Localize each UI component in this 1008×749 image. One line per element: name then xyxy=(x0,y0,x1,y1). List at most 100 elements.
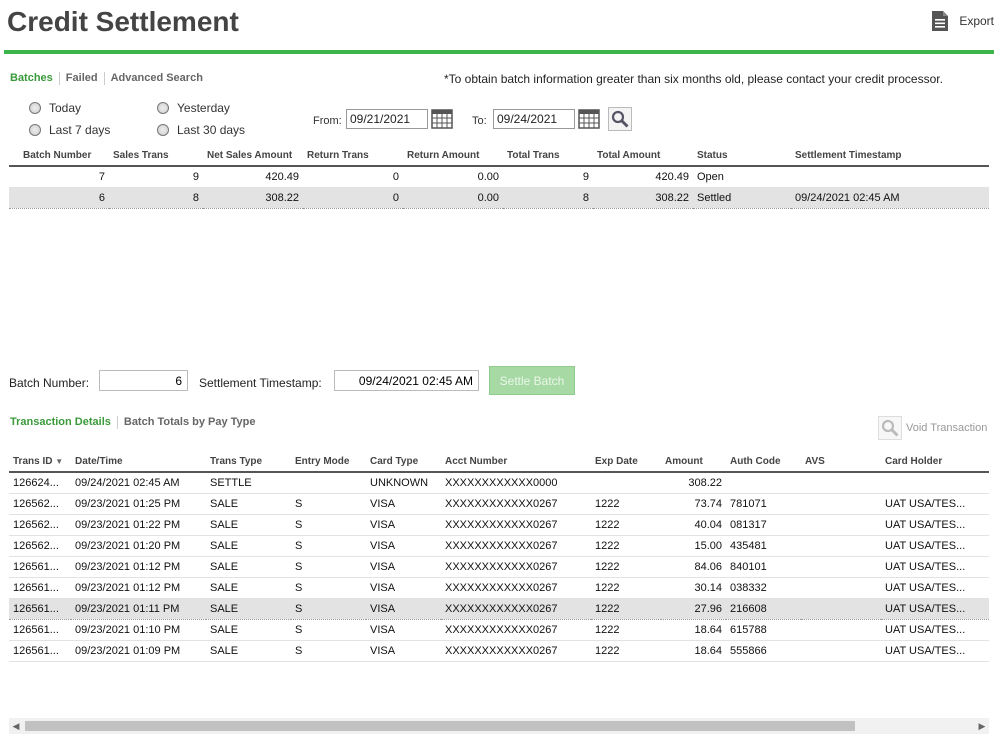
radio-today[interactable]: Today xyxy=(29,101,81,115)
cell-date-time: 09/23/2021 01:11 PM xyxy=(71,598,206,620)
cell: 308.22 xyxy=(593,187,693,209)
to-date-input[interactable] xyxy=(493,109,575,129)
cell-trans-id: 126561... xyxy=(9,556,71,578)
col-trans-id[interactable]: Trans ID ▼ xyxy=(9,452,71,473)
cell-date-time: 09/23/2021 01:10 PM xyxy=(71,619,206,641)
cell-date-time: 09/23/2021 01:22 PM xyxy=(71,514,206,536)
search-icon xyxy=(611,110,629,128)
cell-exp-date: 1222 xyxy=(591,619,661,641)
cell-trans-type: SALE xyxy=(206,619,291,641)
table-row[interactable]: 6 8 308.22 0 0.00 8 308.22 Settled 09/24… xyxy=(9,187,989,209)
col-trans-type[interactable]: Trans Type xyxy=(206,452,291,473)
cell: Open xyxy=(693,166,791,188)
cell-trans-id: 126562... xyxy=(9,535,71,557)
cell-card-holder: UAT USA/TES... xyxy=(881,514,989,536)
void-transaction-button[interactable]: Void Transaction xyxy=(878,416,987,440)
table-row[interactable]: 126561... 09/23/2021 01:12 PM SALE S VISA XXX… xyxy=(9,577,989,599)
col-batch-number[interactable]: Batch Number xyxy=(9,146,109,167)
cell-card-type: VISA xyxy=(366,577,441,599)
chevron-right-icon[interactable]: ▶ xyxy=(978,721,986,731)
table-row[interactable]: 126562... 09/23/2021 01:20 PM SALE S VISA XXX… xyxy=(9,535,989,557)
cell-auth-code: 216608 xyxy=(726,598,801,620)
col-exp-date[interactable]: Exp Date xyxy=(591,452,661,473)
col-return-amount[interactable]: Return Amount xyxy=(403,146,503,167)
cell-acct-number: XXXXXXXXXXXX0267 xyxy=(441,598,591,620)
col-sales-trans[interactable]: Sales Trans xyxy=(109,146,203,167)
cell: 0.00 xyxy=(403,187,503,209)
table-row[interactable]: 126562... 09/23/2021 01:22 PM SALE S VISA XXX… xyxy=(9,514,989,536)
table-row[interactable]: 126561... 09/23/2021 01:11 PM SALE S VISA XXX… xyxy=(9,598,989,620)
cell-card-type: VISA xyxy=(366,640,441,662)
cell-card-holder: UAT USA/TES... xyxy=(881,535,989,557)
col-settlement-timestamp[interactable]: Settlement Timestamp xyxy=(791,146,989,167)
cell-avs xyxy=(801,619,881,641)
tab-batch-totals-by-pay-type[interactable]: Batch Totals by Pay Type xyxy=(116,416,262,429)
cell-card-holder: UAT USA/TES... xyxy=(881,493,989,515)
batch-number-label: Batch Number: xyxy=(9,376,90,390)
radio-yesterday[interactable]: Yesterday xyxy=(157,101,230,115)
from-date-input[interactable] xyxy=(346,109,428,129)
cell-trans-type: SALE xyxy=(206,535,291,557)
col-total-amount[interactable]: Total Amount xyxy=(593,146,693,167)
col-date-time[interactable]: Date/Time xyxy=(71,452,206,473)
horizontal-scrollbar[interactable]: ◀ ▶ xyxy=(9,718,989,734)
tab-advanced-search[interactable]: Advanced Search xyxy=(103,72,209,85)
radio-circle xyxy=(157,102,169,114)
table-row[interactable]: 126624... 09/24/2021 02:45 AM SETTLE UNKNOW… xyxy=(9,472,989,494)
tab-failed[interactable]: Failed xyxy=(58,72,104,85)
table-row[interactable]: 126561... 09/23/2021 01:12 PM SALE S VISA XXX… xyxy=(9,556,989,578)
radio-last-7-days[interactable]: Last 7 days xyxy=(29,123,110,137)
tab-batches[interactable]: Batches xyxy=(10,72,53,84)
cell-trans-type: SALE xyxy=(206,493,291,515)
cell-amount: 308.22 xyxy=(661,472,726,494)
table-row[interactable]: 126561... 09/23/2021 01:09 PM SALE S VISA XXX… xyxy=(9,640,989,662)
col-return-trans[interactable]: Return Trans xyxy=(303,146,403,167)
settle-batch-button[interactable]: Settle Batch xyxy=(489,366,575,395)
table-row[interactable]: 7 9 420.49 0 0.00 9 420.49 Open xyxy=(9,166,989,188)
table-row[interactable]: 126561... 09/23/2021 01:10 PM SALE S VISA XXX… xyxy=(9,619,989,641)
col-total-trans[interactable]: Total Trans xyxy=(503,146,593,167)
cell: 9 xyxy=(109,166,203,188)
cell-trans-type: SALE xyxy=(206,577,291,599)
col-avs[interactable]: AVS xyxy=(801,452,881,473)
cell-trans-id: 126562... xyxy=(9,514,71,536)
cell-amount: 73.74 xyxy=(661,493,726,515)
batch-tabs: Batches Failed Advanced Search xyxy=(10,72,209,85)
cell-amount: 15.00 xyxy=(661,535,726,557)
cell-auth-code xyxy=(726,472,801,494)
cell-avs xyxy=(801,472,881,494)
cell-auth-code: 781071 xyxy=(726,493,801,515)
cell-acct-number: XXXXXXXXXXXX0267 xyxy=(441,640,591,662)
settlement-timestamp-field[interactable] xyxy=(334,370,479,391)
col-card-holder[interactable]: Card Holder xyxy=(881,452,989,473)
batch-number-field[interactable] xyxy=(99,370,188,391)
calendar-icon[interactable] xyxy=(431,109,453,129)
void-transaction-label: Void Transaction xyxy=(906,422,988,434)
cell-avs xyxy=(801,535,881,557)
col-amount[interactable]: Amount xyxy=(661,452,726,473)
page-title: Credit Settlement xyxy=(7,6,239,37)
cell-entry-mode: S xyxy=(291,556,366,578)
col-net-sales-amount[interactable]: Net Sales Amount xyxy=(203,146,303,167)
cell-auth-code: 840101 xyxy=(726,556,801,578)
col-entry-mode[interactable]: Entry Mode xyxy=(291,452,366,473)
search-button[interactable] xyxy=(608,107,632,131)
cell-exp-date: 1222 xyxy=(591,535,661,557)
col-card-type[interactable]: Card Type xyxy=(366,452,441,473)
tab-transaction-details[interactable]: Transaction Details xyxy=(10,416,111,428)
col-auth-code[interactable]: Auth Code xyxy=(726,452,801,473)
export-button[interactable]: Export xyxy=(931,10,994,32)
radio-last-30-days[interactable]: Last 30 days xyxy=(157,123,245,137)
radio-label: Today xyxy=(49,101,82,115)
cell-avs xyxy=(801,640,881,662)
col-status[interactable]: Status xyxy=(693,146,791,167)
col-acct-number[interactable]: Acct Number xyxy=(441,452,591,473)
scrollbar-thumb[interactable] xyxy=(25,721,855,731)
table-row[interactable]: 126562... 09/23/2021 01:25 PM SALE S VISA XXX… xyxy=(9,493,989,515)
calendar-icon[interactable] xyxy=(578,109,600,129)
chevron-left-icon[interactable]: ◀ xyxy=(12,721,20,731)
cell-card-type: VISA xyxy=(366,598,441,620)
cell: 420.49 xyxy=(203,166,303,188)
radio-label: Yesterday xyxy=(177,101,230,115)
cell: 0 xyxy=(303,187,403,209)
